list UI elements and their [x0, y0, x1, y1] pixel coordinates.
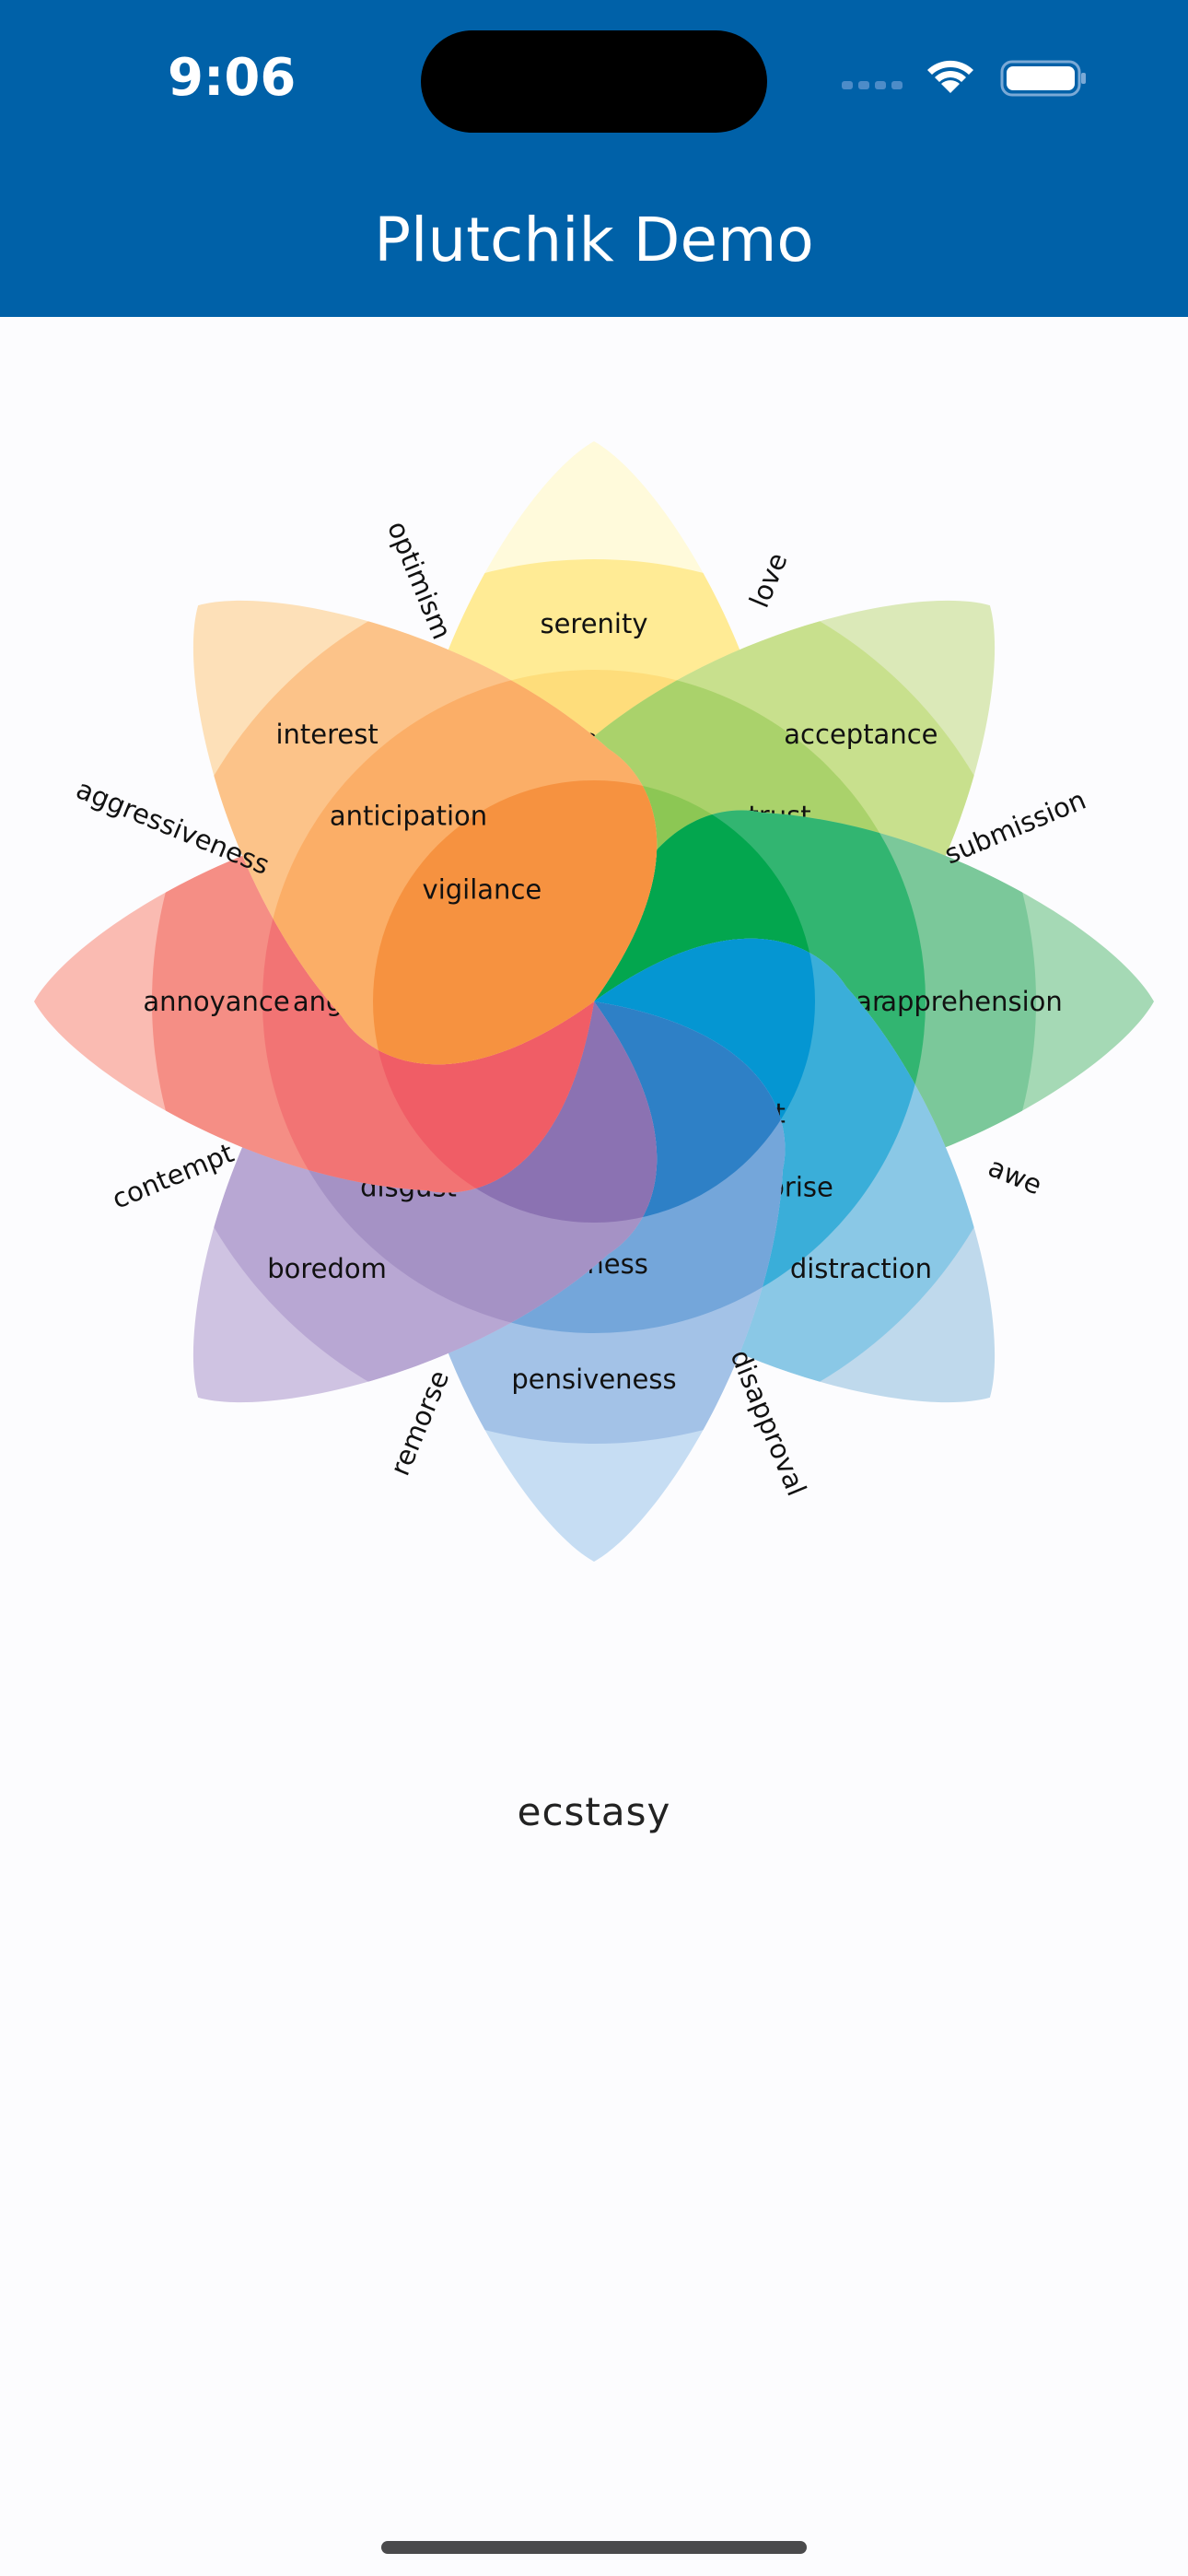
status-icons	[842, 60, 1086, 97]
battery-icon	[1000, 60, 1086, 97]
dynamic-island	[421, 30, 767, 133]
plutchik-wheel: ecstasyjoyserenityadmirationtrustaccepta…	[34, 441, 1154, 1562]
status-time: 9:06	[168, 48, 297, 108]
dyad-label-remorse: remorse	[384, 1365, 455, 1480]
dyad-label-awe: awe	[984, 1151, 1046, 1200]
dyad-label-love: love	[743, 548, 794, 612]
band-vigilance[interactable]	[373, 780, 815, 1223]
page-title: Plutchik Demo	[374, 205, 814, 275]
petal-anticipation	[192, 600, 815, 1223]
navigation-header: 9:06 Plutchik Demo	[0, 0, 1188, 317]
cellular-signal-icon	[842, 81, 903, 89]
wifi-icon	[927, 60, 973, 93]
dyad-label-contempt: contempt	[108, 1137, 239, 1215]
selected-emotion-label: ecstasy	[517, 1789, 671, 1834]
home-indicator[interactable]	[381, 2541, 807, 2554]
dyad-label-optimism: optimism	[381, 517, 458, 644]
